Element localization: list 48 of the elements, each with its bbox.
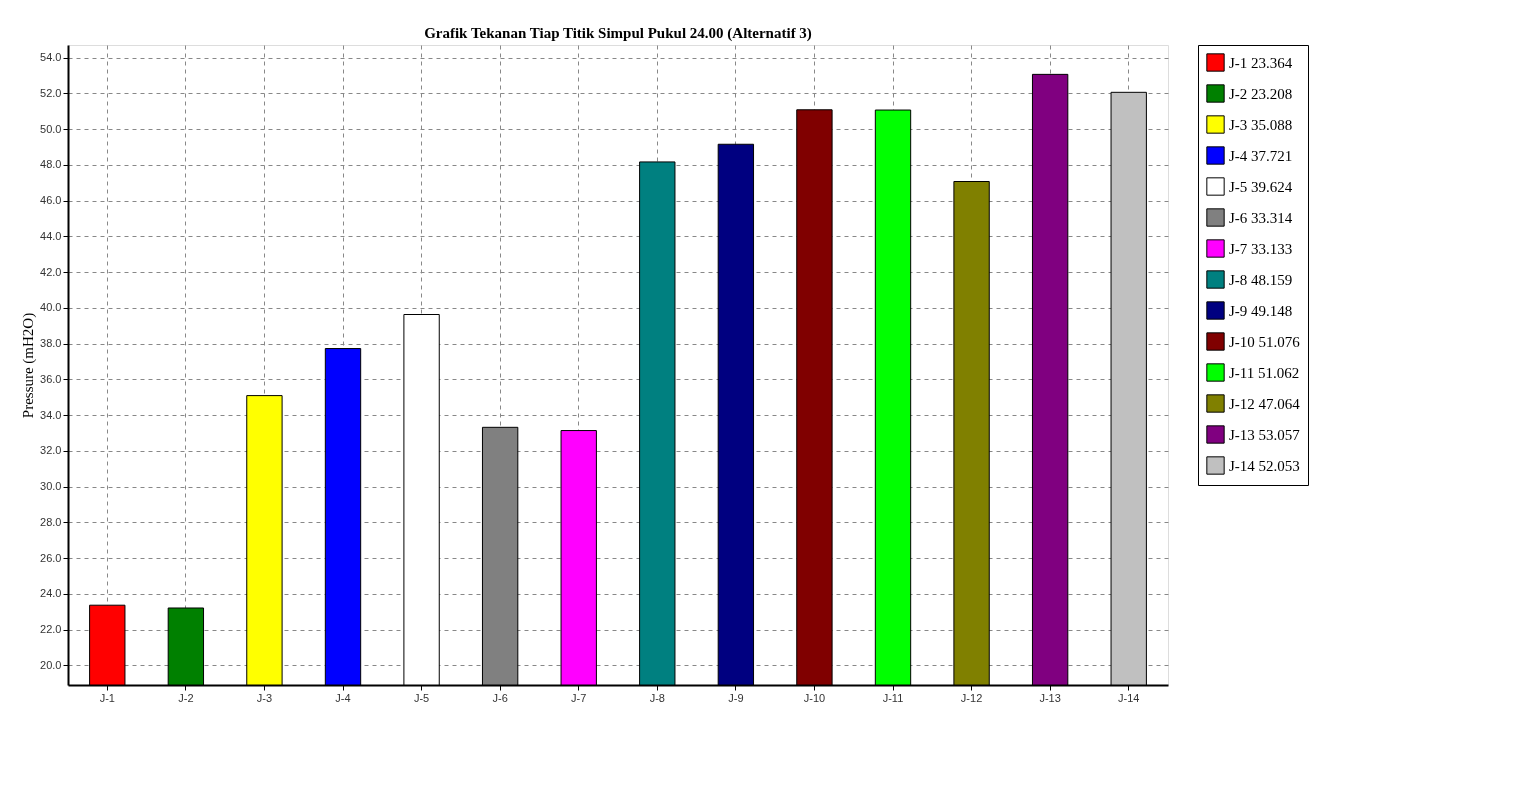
y-tick-label: 50.0 [40,122,62,135]
y-axis-title: Pressure (mH2O) [20,312,38,419]
y-tick-label: 38.0 [40,337,62,350]
x-tick-label: J-9 [728,691,744,704]
x-tick-label: J-6 [492,691,508,704]
x-tick-label: J-5 [413,691,430,704]
chart-title: Grafik Tekanan Tiap Titik Simpul Pukul 24.00 (Alternatif 3) [424,24,812,42]
x-tick-label: J-2 [178,691,194,704]
legend-label: J-6 33.314 [1229,209,1293,226]
x-tick-label: J-12 [960,691,983,704]
y-tick-label: 30.0 [40,480,62,493]
legend-label: J-8 48.159 [1229,271,1293,288]
legend-label: J-9 49.148 [1229,302,1293,319]
x-tick-label: J-7 [571,691,587,704]
y-tick-label: 48.0 [40,158,62,171]
legend-label: J-1 23.364 [1229,54,1293,71]
legend-label: J-10 51.076 [1229,333,1301,350]
x-tick-label: J-3 [256,691,273,704]
y-tick-label: 22.0 [40,623,62,636]
x-tick-label: J-8 [649,691,665,704]
y-tick-label: 52.0 [40,86,62,99]
y-tick-label: 44.0 [40,229,62,242]
x-tick-label: J-13 [1039,691,1061,704]
y-tick-label: 54.0 [40,51,62,64]
y-tick-label: 34.0 [40,408,62,421]
y-tick-label: 28.0 [40,515,62,528]
x-tick-label: J-14 [1118,691,1140,704]
legend-label: J-14 52.053 [1229,457,1300,474]
legend-label: J-7 33.133 [1229,240,1293,257]
y-tick-label: 46.0 [40,194,62,207]
y-tick-label: 40.0 [40,301,62,314]
y-tick-label: 36.0 [40,372,62,385]
legend-label: J-4 37.721 [1229,147,1293,164]
legend-label: J-5 39.624 [1229,178,1293,195]
legend-label: J-13 53.057 [1229,426,1301,443]
x-tick-label: J-10 [803,691,826,704]
y-tick-label: 26.0 [40,551,62,564]
x-tick-label: J-11 [882,691,904,704]
y-tick-label: 42.0 [40,265,62,278]
x-tick-label: J-4 [335,691,351,704]
y-tick-label: 32.0 [40,444,62,457]
legend-label: J-3 35.088 [1229,116,1293,133]
y-tick-label: 24.0 [40,587,62,600]
legend-label: J-12 47.064 [1229,395,1301,412]
legend-label: J-11 51.062 [1229,364,1300,381]
x-tick-label: J-1 [99,691,115,704]
legend-label: J-2 23.208 [1229,85,1293,102]
y-tick-label: 20.0 [40,658,62,671]
